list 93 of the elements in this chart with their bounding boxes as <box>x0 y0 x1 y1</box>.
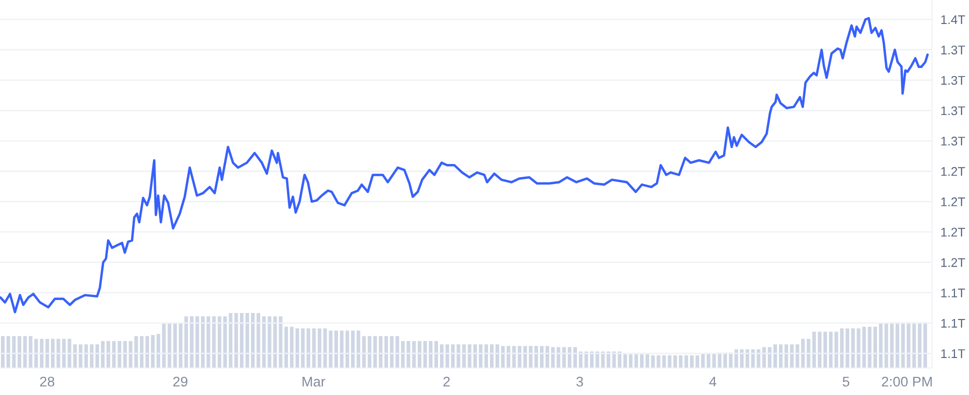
bar <box>340 330 344 368</box>
bar <box>184 316 188 368</box>
bar <box>251 313 255 368</box>
bar <box>834 332 838 368</box>
bar <box>134 336 138 368</box>
bar <box>884 323 888 368</box>
bar <box>818 332 822 368</box>
bar <box>862 326 866 368</box>
y-tick-label: 1.1T <box>941 288 966 298</box>
bar <box>278 316 282 368</box>
bar <box>346 330 350 368</box>
bar <box>234 313 238 368</box>
bar <box>668 355 672 368</box>
y-tick-label: 1.3T <box>941 106 966 116</box>
bar <box>334 330 338 368</box>
bar <box>396 336 400 368</box>
bar <box>390 336 394 368</box>
bar <box>634 354 638 368</box>
bar <box>140 336 144 368</box>
x-tick-label: 4 <box>709 376 716 386</box>
bar <box>690 355 694 368</box>
bar <box>401 341 405 368</box>
y-tick-label: 1.3T <box>941 46 966 54</box>
bar <box>112 341 116 368</box>
bar <box>434 341 438 368</box>
bar <box>428 341 432 368</box>
x-tick-label: 2 <box>443 376 450 386</box>
bar <box>156 334 160 368</box>
bar <box>256 313 260 368</box>
bar <box>628 354 633 368</box>
bar <box>145 336 150 368</box>
bar <box>228 313 232 368</box>
y-tick-label: 1.2T <box>941 228 966 237</box>
bar <box>50 338 55 368</box>
bar <box>373 336 377 368</box>
bar <box>640 354 644 368</box>
bar <box>6 336 10 368</box>
x-tick-label: Mar <box>302 376 326 387</box>
bar <box>840 328 844 368</box>
bar <box>378 336 382 368</box>
bar <box>34 338 38 368</box>
x-tick-label: 29 <box>173 376 188 387</box>
bar <box>190 316 194 368</box>
bar <box>823 332 828 368</box>
bar <box>128 341 132 368</box>
bar <box>678 355 683 368</box>
bar <box>828 332 833 368</box>
y-tick-label: 1.2T <box>941 167 966 176</box>
bar <box>306 328 310 368</box>
bar <box>812 332 816 368</box>
bar <box>351 330 355 368</box>
bar <box>201 316 205 368</box>
bar <box>45 338 50 368</box>
bar <box>245 313 250 368</box>
bar <box>195 316 200 368</box>
x-tick-label: 5 <box>842 376 850 387</box>
bar <box>623 354 627 368</box>
x-tick-label: 2:00 PM <box>882 376 932 387</box>
y-tick-label: 1.3T <box>941 76 966 85</box>
bar <box>0 336 5 368</box>
bar <box>873 326 878 368</box>
bar <box>178 323 182 368</box>
bar <box>878 323 883 368</box>
bar <box>100 341 105 368</box>
bar <box>56 338 60 368</box>
bar <box>240 313 244 368</box>
bar <box>40 338 44 368</box>
y-tick-label: 1.4T <box>941 15 966 24</box>
bar <box>696 355 700 368</box>
bar <box>423 341 427 368</box>
bar <box>384 336 388 368</box>
bar <box>301 328 305 368</box>
y-tick-label: 1.1T <box>941 349 966 358</box>
bar <box>284 326 288 368</box>
bar <box>356 330 360 368</box>
bar <box>151 335 155 368</box>
bar <box>206 316 210 368</box>
bar <box>673 355 677 368</box>
bar <box>868 326 872 368</box>
x-tick-label: 3 <box>576 376 583 387</box>
bar <box>12 336 16 368</box>
bar <box>295 328 300 368</box>
bar <box>328 330 332 368</box>
y-tick-label: 1.3T <box>941 136 966 146</box>
bar <box>684 355 688 368</box>
bar <box>290 326 294 368</box>
x-tick-label: 28 <box>40 376 54 387</box>
bar <box>106 341 110 368</box>
y-tick-label: 1.2T <box>941 197 966 206</box>
bar <box>646 354 650 368</box>
bar <box>62 338 66 368</box>
y-tick-label: 1.1T <box>941 318 966 328</box>
y-tick-label: 1.2T <box>941 258 966 267</box>
